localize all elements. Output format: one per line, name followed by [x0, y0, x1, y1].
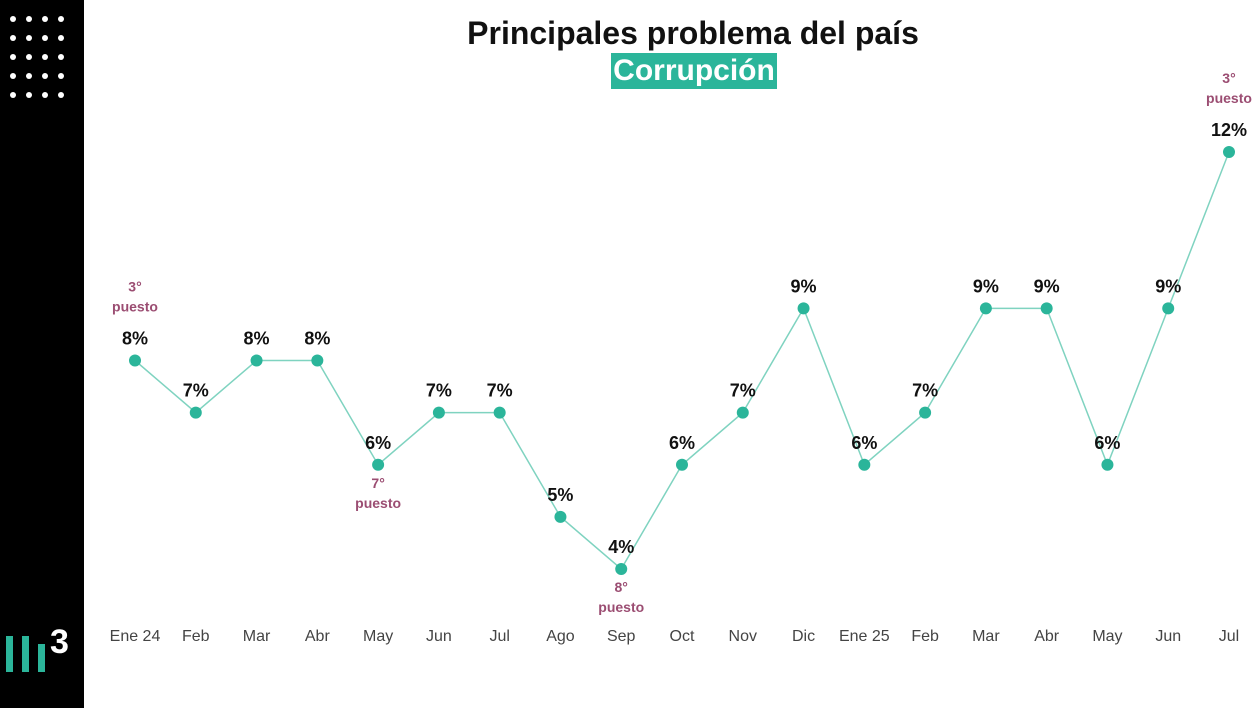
rank-annotation-number: 3° [1222, 70, 1235, 86]
data-label: 6% [1094, 433, 1120, 453]
data-label: 6% [365, 433, 391, 453]
chart-title: Principales problema del país [467, 15, 919, 51]
rank-annotation-label: puesto [1206, 90, 1252, 106]
rank-annotation-label: puesto [112, 299, 158, 315]
x-tick-label: Feb [182, 628, 210, 645]
data-point [736, 406, 749, 419]
data-label: 8% [244, 329, 270, 349]
logo-bar-2 [22, 636, 29, 672]
logo-digit: 3 [50, 623, 69, 661]
decorative-dot [58, 73, 64, 79]
x-tick-label: Ene 24 [110, 628, 161, 645]
data-point [189, 406, 202, 419]
logo-bar-3 [38, 644, 45, 672]
data-label: 4% [608, 537, 634, 557]
data-point [311, 354, 324, 367]
decorative-dot [10, 92, 16, 98]
decorative-dot [26, 54, 32, 60]
decorative-dot [10, 54, 16, 60]
decorative-dot [10, 73, 16, 79]
decorative-dot [58, 92, 64, 98]
decorative-dot [26, 35, 32, 41]
rank-annotation-number: 7° [371, 475, 384, 491]
rank-annotation-label: puesto [355, 495, 401, 511]
decorative-dot [42, 73, 48, 79]
x-tick-label: Ago [546, 628, 575, 645]
data-label: 12% [1211, 120, 1247, 140]
x-tick-label: Jul [489, 628, 509, 645]
data-point [1040, 302, 1053, 315]
rank-annotation-label: puesto [598, 599, 644, 615]
data-point [1162, 302, 1175, 315]
data-label: 7% [183, 381, 209, 401]
sidebar: 3 [0, 0, 84, 708]
x-tick-label: Sep [607, 628, 636, 645]
decorative-dot [10, 35, 16, 41]
series-line [134, 151, 1230, 571]
data-label: 7% [912, 381, 938, 401]
logo-bar-1 [6, 636, 13, 672]
x-tick-label: Feb [911, 628, 939, 645]
data-label: 8% [122, 329, 148, 349]
x-tick-label: Abr [305, 628, 331, 645]
decorative-dot [58, 54, 64, 60]
decorative-dot [42, 92, 48, 98]
data-point [979, 302, 992, 315]
data-label: 9% [1155, 276, 1181, 296]
rank-annotation-number: 3° [128, 279, 141, 295]
x-tick-label: Dic [792, 628, 815, 645]
data-label: 9% [973, 276, 999, 296]
data-label: 9% [791, 276, 817, 296]
decorative-dot [26, 92, 32, 98]
decorative-dot [42, 54, 48, 60]
x-tick-label: Abr [1034, 628, 1060, 645]
data-point [493, 406, 506, 419]
data-point [432, 406, 445, 419]
x-tick-label: Mar [972, 628, 1000, 645]
x-tick-label: Oct [670, 628, 695, 645]
chart-title-block: Principales problema del país [84, 14, 1258, 52]
data-label: 7% [426, 381, 452, 401]
data-point [1223, 146, 1235, 158]
rank-annotation-number: 8° [615, 579, 628, 595]
data-point [554, 510, 567, 523]
chart-subtitle-wrap: Corrupción [84, 53, 1258, 89]
data-point [1101, 458, 1114, 471]
x-tick-label: May [363, 628, 393, 645]
x-tick-label: Jun [1155, 628, 1181, 645]
x-tick-label: Nov [729, 628, 757, 645]
decorative-dot-grid [10, 16, 72, 102]
x-tick-label: Ene 25 [839, 628, 890, 645]
brand-logo: 3 [6, 623, 76, 672]
data-point [129, 354, 141, 367]
data-label: 7% [730, 381, 756, 401]
data-label: 9% [1034, 276, 1060, 296]
data-point [250, 354, 263, 367]
decorative-dot [26, 73, 32, 79]
data-label: 6% [669, 433, 695, 453]
data-point [615, 563, 628, 575]
decorative-dot [58, 16, 64, 22]
decorative-dot [26, 16, 32, 22]
data-label: 8% [304, 329, 330, 349]
data-point [858, 458, 871, 471]
data-point [372, 458, 385, 471]
x-tick-label: Jun [426, 628, 452, 645]
data-label: 5% [547, 485, 573, 505]
data-point [797, 302, 810, 315]
data-point [676, 458, 688, 471]
decorative-dot [42, 16, 48, 22]
decorative-dot [10, 16, 16, 22]
decorative-dot [42, 35, 48, 41]
x-tick-label: Mar [243, 628, 271, 645]
chart-subtitle: Corrupción [611, 53, 777, 89]
decorative-dot [58, 35, 64, 41]
data-label: 6% [851, 433, 877, 453]
x-tick-label: Jul [1219, 628, 1239, 645]
data-label: 7% [487, 381, 513, 401]
data-point [919, 406, 932, 419]
x-tick-label: May [1092, 628, 1122, 645]
